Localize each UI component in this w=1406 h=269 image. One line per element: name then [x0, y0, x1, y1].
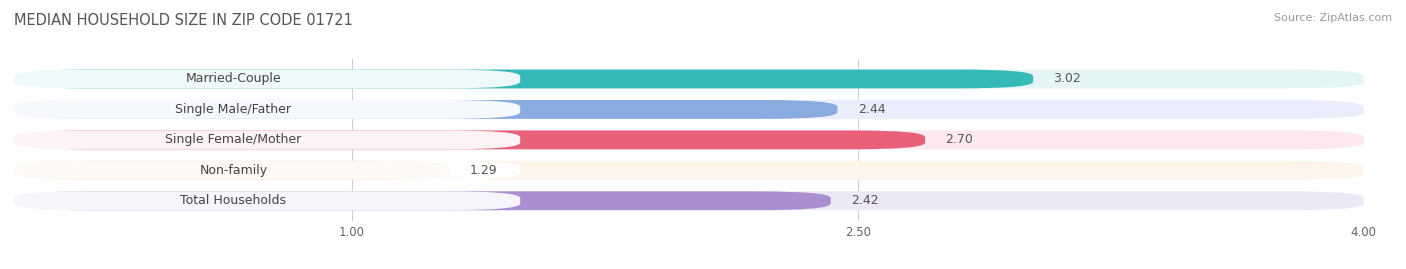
FancyBboxPatch shape [0, 69, 520, 89]
FancyBboxPatch shape [14, 130, 1364, 149]
Text: 2.42: 2.42 [851, 194, 879, 207]
FancyBboxPatch shape [0, 130, 520, 149]
Text: 1.29: 1.29 [470, 164, 498, 177]
FancyBboxPatch shape [14, 69, 1364, 89]
FancyBboxPatch shape [14, 100, 838, 119]
Text: Source: ZipAtlas.com: Source: ZipAtlas.com [1274, 13, 1392, 23]
Text: 3.02: 3.02 [1053, 72, 1081, 86]
Text: Total Households: Total Households [180, 194, 287, 207]
FancyBboxPatch shape [14, 161, 1364, 180]
FancyBboxPatch shape [0, 161, 520, 180]
Text: Single Female/Mother: Single Female/Mother [166, 133, 301, 146]
FancyBboxPatch shape [14, 130, 925, 149]
FancyBboxPatch shape [0, 191, 520, 210]
FancyBboxPatch shape [0, 100, 520, 119]
FancyBboxPatch shape [14, 191, 831, 210]
FancyBboxPatch shape [14, 100, 1364, 119]
FancyBboxPatch shape [14, 69, 1033, 89]
Text: 2.44: 2.44 [858, 103, 886, 116]
Text: Non-family: Non-family [200, 164, 267, 177]
FancyBboxPatch shape [14, 191, 1364, 210]
Text: MEDIAN HOUSEHOLD SIZE IN ZIP CODE 01721: MEDIAN HOUSEHOLD SIZE IN ZIP CODE 01721 [14, 13, 353, 29]
FancyBboxPatch shape [14, 161, 450, 180]
Text: Married-Couple: Married-Couple [186, 72, 281, 86]
Text: 2.70: 2.70 [945, 133, 973, 146]
Text: Single Male/Father: Single Male/Father [176, 103, 291, 116]
